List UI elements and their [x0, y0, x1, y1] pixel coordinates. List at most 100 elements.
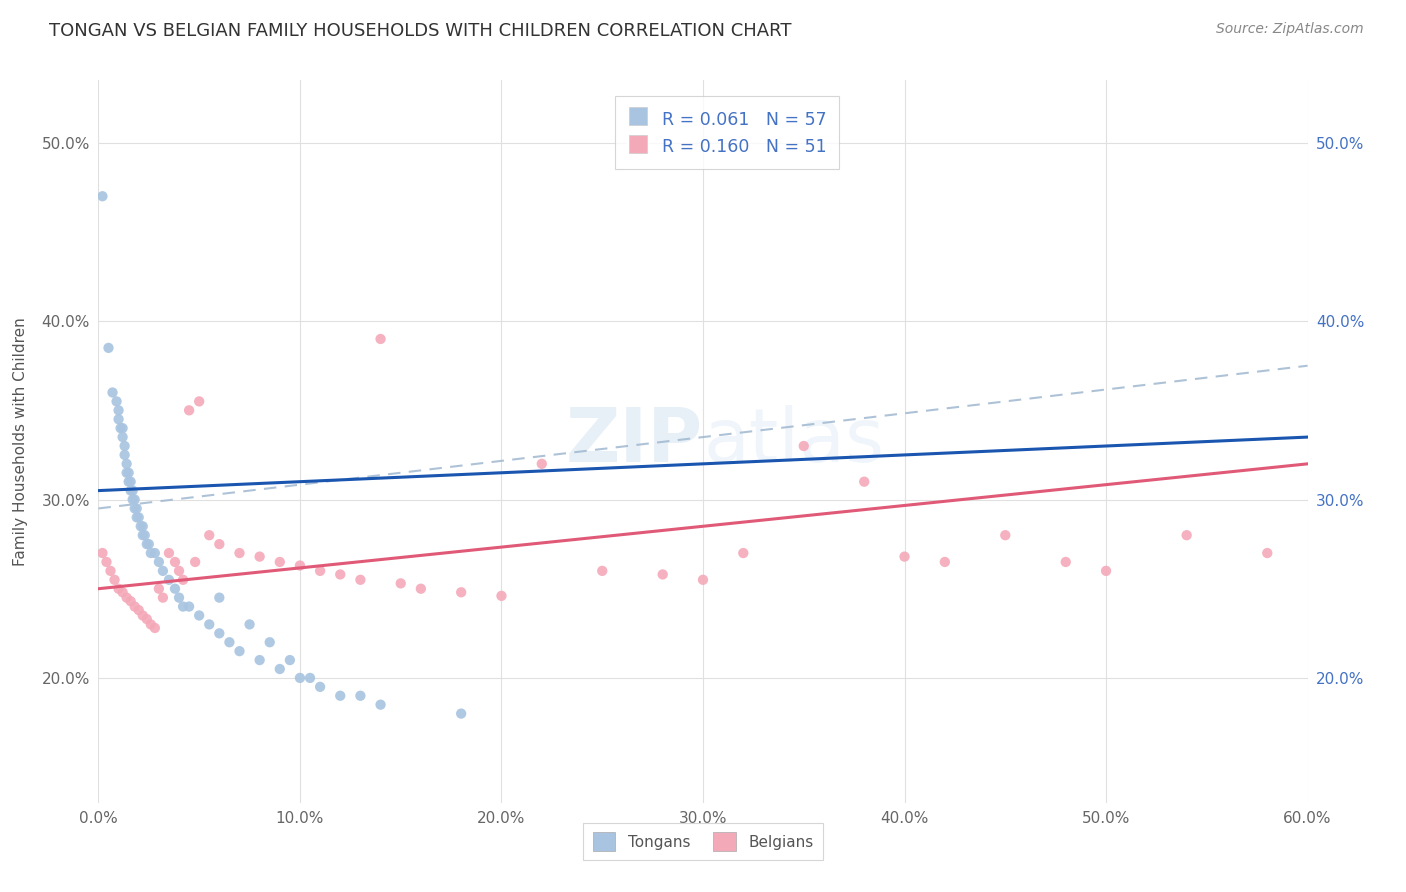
Point	[91, 546, 114, 560]
Point	[208, 626, 231, 640]
Point	[138, 537, 160, 551]
Point	[129, 519, 152, 533]
Point	[125, 501, 148, 516]
Point	[157, 573, 180, 587]
Point	[167, 591, 190, 605]
Point	[172, 573, 194, 587]
Point	[120, 475, 142, 489]
Point	[269, 555, 291, 569]
Point	[309, 564, 332, 578]
Point	[184, 555, 207, 569]
Point	[179, 599, 201, 614]
Point	[157, 546, 180, 560]
Point	[288, 558, 311, 573]
Point	[278, 653, 301, 667]
Point	[188, 608, 211, 623]
Point	[733, 546, 755, 560]
Point	[96, 555, 118, 569]
Point	[172, 599, 194, 614]
Point	[1256, 546, 1278, 560]
Point	[105, 394, 128, 409]
Point	[120, 483, 142, 498]
Y-axis label: Family Households with Children: Family Households with Children	[13, 318, 28, 566]
Point	[107, 403, 129, 417]
Point	[128, 510, 150, 524]
Point	[249, 549, 271, 564]
Point	[188, 394, 211, 409]
Point	[120, 594, 142, 608]
Point	[450, 706, 472, 721]
Point	[152, 591, 174, 605]
Point	[128, 603, 150, 617]
Point	[118, 466, 141, 480]
Point	[124, 501, 146, 516]
Point	[139, 546, 162, 560]
Text: Source: ZipAtlas.com: Source: ZipAtlas.com	[1216, 22, 1364, 37]
Point	[115, 591, 138, 605]
Point	[299, 671, 322, 685]
Point	[179, 403, 201, 417]
Point	[163, 555, 186, 569]
Point	[370, 332, 392, 346]
Point	[530, 457, 553, 471]
Point	[893, 549, 915, 564]
Point	[1175, 528, 1198, 542]
Point	[167, 564, 190, 578]
Text: atlas: atlas	[703, 405, 884, 478]
Point	[370, 698, 392, 712]
Point	[389, 576, 412, 591]
Point	[135, 537, 157, 551]
Point	[132, 608, 155, 623]
Point	[148, 555, 170, 569]
Point	[692, 573, 714, 587]
Point	[111, 430, 134, 444]
Point	[107, 582, 129, 596]
Point	[218, 635, 240, 649]
Point	[118, 475, 141, 489]
Point	[994, 528, 1017, 542]
Point	[208, 537, 231, 551]
Point	[110, 421, 132, 435]
Text: ZIP: ZIP	[565, 405, 703, 478]
Point	[853, 475, 876, 489]
Point	[259, 635, 281, 649]
Point	[100, 564, 122, 578]
Point	[91, 189, 114, 203]
Point	[309, 680, 332, 694]
Point	[208, 591, 231, 605]
Point	[239, 617, 262, 632]
Point	[134, 528, 156, 542]
Point	[124, 599, 146, 614]
Point	[249, 653, 271, 667]
Point	[101, 385, 124, 400]
Point	[132, 519, 155, 533]
Point	[591, 564, 613, 578]
Point	[1054, 555, 1077, 569]
Point	[228, 546, 250, 560]
Point	[114, 448, 136, 462]
Point	[124, 492, 146, 507]
Point	[198, 528, 221, 542]
Point	[152, 564, 174, 578]
Point	[115, 466, 138, 480]
Point	[1095, 564, 1118, 578]
Point	[269, 662, 291, 676]
Point	[115, 457, 138, 471]
Legend: Tongans, Belgians: Tongans, Belgians	[583, 823, 823, 860]
Point	[97, 341, 120, 355]
Point	[934, 555, 956, 569]
Point	[198, 617, 221, 632]
Point	[139, 617, 162, 632]
Point	[125, 510, 148, 524]
Point	[228, 644, 250, 658]
Point	[409, 582, 432, 596]
Point	[148, 582, 170, 596]
Point	[329, 689, 352, 703]
Point	[143, 621, 166, 635]
Point	[135, 612, 157, 626]
Point	[349, 573, 371, 587]
Point	[111, 421, 134, 435]
Point	[121, 492, 143, 507]
Point	[121, 483, 143, 498]
Point	[143, 546, 166, 560]
